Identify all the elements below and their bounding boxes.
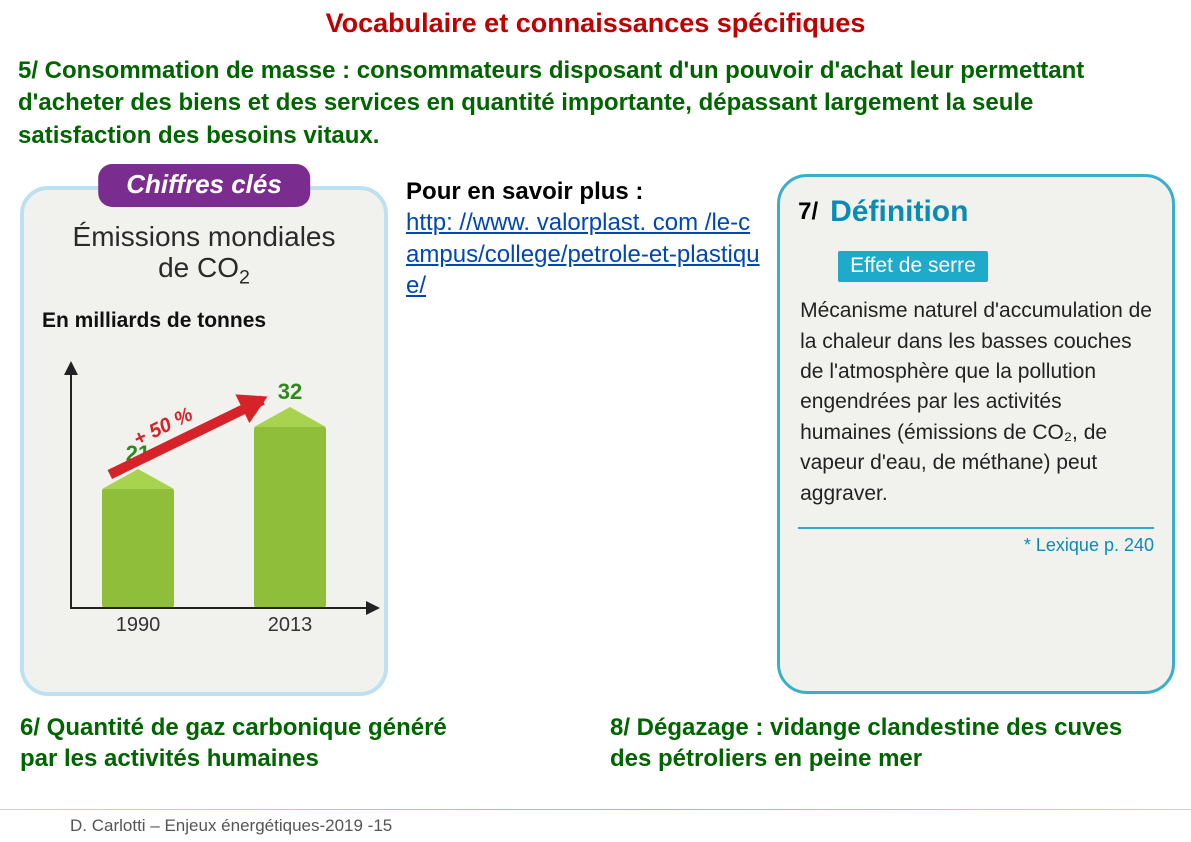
x-axis <box>70 607 370 609</box>
definition-number: 7/ <box>798 198 818 226</box>
y-axis-arrow-icon <box>64 361 78 375</box>
emissions-title-line2: de CO <box>158 252 239 283</box>
footer-divider <box>0 809 1191 810</box>
emissions-title: Émissions mondiales de CO2 <box>34 222 374 289</box>
info-column: Pour en savoir plus : http: //www. valor… <box>396 166 769 696</box>
effet-de-serre-badge: Effet de serre <box>838 251 988 282</box>
co2-subscript: 2 <box>239 267 250 289</box>
content-row: Chiffres clés Émissions mondiales de CO2… <box>0 162 1191 696</box>
bar-1990 <box>102 489 174 607</box>
definition-6: 6/ Quantité de gaz carbonique généré par… <box>20 712 450 774</box>
info-link[interactable]: http: //www. valorplast. com /le-campus/… <box>406 209 760 298</box>
x-tick-2013: 2013 <box>250 614 330 637</box>
chart-unit: En milliards de tonnes <box>42 309 374 333</box>
bar-2013 <box>254 427 326 607</box>
definition-card: 7/ Définition Effet de serre Mécanisme n… <box>777 166 1175 696</box>
bar-chart: 21 1990 32 2013 + 50 % <box>42 339 366 639</box>
info-heading: Pour en savoir plus : <box>406 176 763 207</box>
y-axis <box>70 369 72 609</box>
chiffres-cles-badge: Chiffres clés <box>98 164 310 207</box>
lexique-ref: * Lexique p. 240 <box>798 527 1154 556</box>
emissions-title-line1: Émissions mondiales <box>73 221 336 252</box>
x-tick-1990: 1990 <box>98 614 178 637</box>
chiffres-cles-card: Chiffres clés Émissions mondiales de CO2… <box>20 166 388 696</box>
chiffres-cles-frame: Émissions mondiales de CO2 En milliards … <box>20 186 388 696</box>
definition-header: 7/ Définition <box>798 195 1154 229</box>
page-title: Vocabulaire et connaissances spécifiques <box>0 0 1191 43</box>
definition-8: 8/ Dégazage : vidange clandestine des cu… <box>610 712 1170 774</box>
x-axis-arrow-icon <box>366 601 380 615</box>
definition-frame: 7/ Définition Effet de serre Mécanisme n… <box>777 174 1175 694</box>
footer-text: D. Carlotti – Enjeux énergétiques-2019 -… <box>70 816 392 836</box>
bottom-definitions: 6/ Quantité de gaz carbonique généré par… <box>0 696 1191 774</box>
definition-5: 5/ Consommation de masse : consommateurs… <box>0 43 1191 162</box>
definition-label: Définition <box>830 195 968 229</box>
definition-body: Mécanisme naturel d'accumulation de la c… <box>798 296 1154 509</box>
